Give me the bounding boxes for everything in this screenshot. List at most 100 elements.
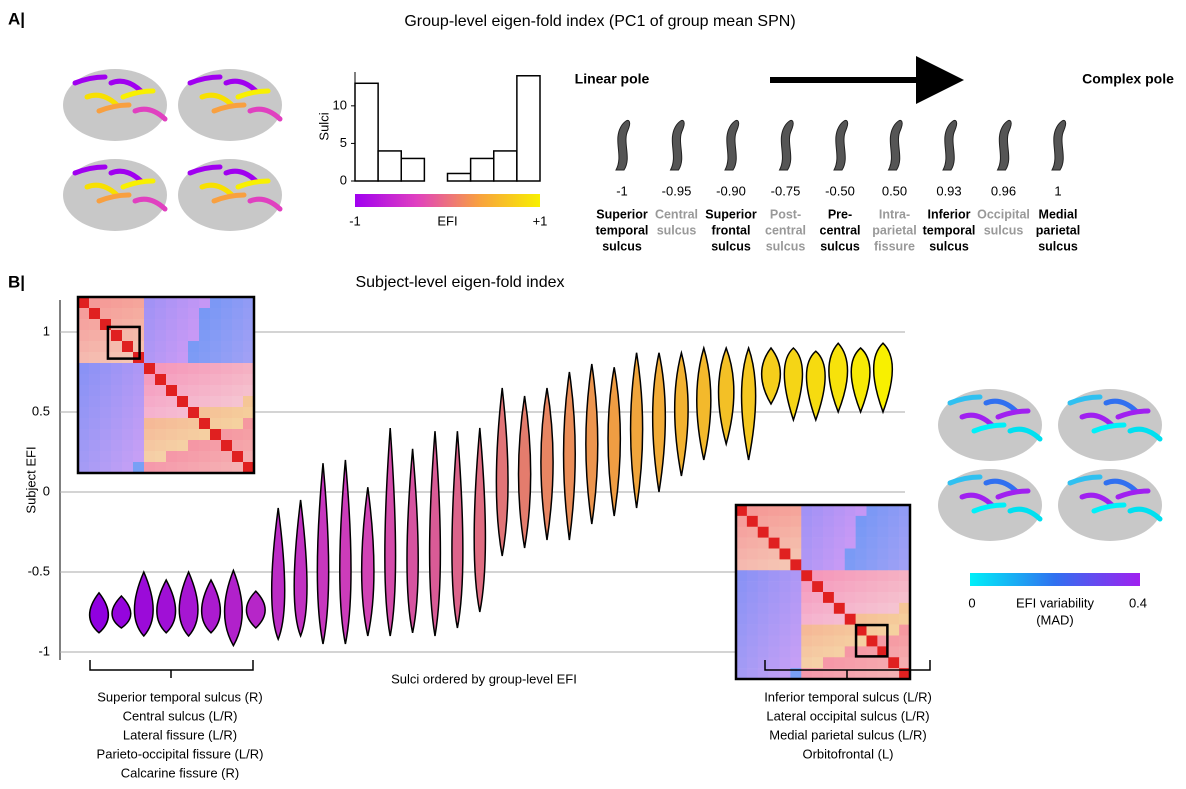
heatmap-cell bbox=[888, 549, 899, 560]
heatmap-cell bbox=[199, 352, 210, 363]
heatmap-cell bbox=[155, 429, 166, 440]
heatmap-cell bbox=[823, 636, 834, 647]
heatmap-cell bbox=[899, 625, 910, 636]
sulcus-name: fissure bbox=[874, 239, 915, 253]
heatmap-cell bbox=[122, 462, 133, 473]
heatmap-cell bbox=[144, 396, 155, 407]
heatmap-cell bbox=[845, 527, 856, 538]
heatmap-cell bbox=[111, 297, 122, 308]
heatmap-cell bbox=[899, 570, 910, 581]
heatmap-cell bbox=[856, 592, 867, 603]
heatmap-cell bbox=[769, 646, 780, 657]
group-label: Superior temporal sulcus (R) bbox=[97, 689, 262, 704]
heatmap-cell bbox=[747, 636, 758, 647]
heatmap-cell bbox=[834, 592, 845, 603]
heatmap-cell bbox=[89, 319, 100, 330]
heatmap-cell bbox=[801, 646, 812, 657]
heatmap-cell bbox=[812, 527, 823, 538]
heatmap-cell bbox=[834, 636, 845, 647]
heatmap-cell bbox=[736, 603, 747, 614]
group-label: Calcarine fissure (R) bbox=[121, 765, 239, 780]
heatmap-cell bbox=[801, 505, 812, 516]
heatmap-cell bbox=[801, 614, 812, 625]
heatmap-cell bbox=[100, 308, 111, 319]
figure: A| B| Group-level eigen-fold index (PC1 … bbox=[0, 0, 1186, 784]
heatmap-cell bbox=[812, 549, 823, 560]
violin bbox=[452, 431, 463, 628]
heatmap-cell bbox=[780, 559, 791, 570]
heatmap-cell bbox=[867, 505, 878, 516]
heatmap-cell bbox=[867, 592, 878, 603]
heatmap-cell bbox=[823, 505, 834, 516]
heatmap-cell bbox=[122, 451, 133, 462]
heatmap-cell bbox=[823, 603, 834, 614]
heatmap-cell bbox=[790, 549, 801, 560]
heatmap-cell bbox=[747, 538, 758, 549]
group-label: Orbitofrontal (L) bbox=[802, 746, 893, 761]
sulcus-name: temporal bbox=[923, 223, 976, 237]
violin bbox=[742, 348, 756, 460]
sulcus-name: sulcus bbox=[602, 239, 642, 253]
heatmap-cell bbox=[888, 614, 899, 625]
heatmap-cell bbox=[812, 516, 823, 527]
heatmap-cell bbox=[122, 385, 133, 396]
heatmap-cell bbox=[780, 505, 791, 516]
heatmap-cell bbox=[122, 374, 133, 385]
sulcus-name: Intra- bbox=[879, 207, 910, 221]
heatmap-cell bbox=[232, 330, 243, 341]
heatmap-cell bbox=[747, 646, 758, 657]
heatmap-cell bbox=[210, 429, 221, 440]
colorbar-tick: 0.4 bbox=[1129, 595, 1147, 610]
heatmap-cell bbox=[812, 505, 823, 516]
heatmap-cell bbox=[867, 538, 878, 549]
heatmap-cell bbox=[89, 396, 100, 407]
heatmap-cell bbox=[221, 396, 232, 407]
heatmap-cell bbox=[243, 330, 254, 341]
heatmap-cell bbox=[243, 385, 254, 396]
heatmap-cell bbox=[780, 516, 791, 527]
heatmap-cell bbox=[122, 297, 133, 308]
heatmap-cell bbox=[188, 440, 199, 451]
heatmap-cell bbox=[856, 549, 867, 560]
y-tick-label: 5 bbox=[340, 135, 347, 150]
heatmap-cell bbox=[221, 451, 232, 462]
heatmap-cell bbox=[100, 385, 111, 396]
heatmap-cell bbox=[899, 549, 910, 560]
heatmap-cell bbox=[210, 341, 221, 352]
heatmap-cell bbox=[845, 614, 856, 625]
heatmap-cell bbox=[221, 297, 232, 308]
heatmap-cell bbox=[111, 396, 122, 407]
heatmap-cell bbox=[823, 570, 834, 581]
heatmap-cell bbox=[177, 440, 188, 451]
heatmap-cell bbox=[100, 330, 111, 341]
heatmap-cell bbox=[89, 462, 100, 473]
heatmap-cell bbox=[100, 319, 111, 330]
bar bbox=[448, 173, 471, 181]
sulcus-shape bbox=[671, 120, 685, 170]
heatmap-cell bbox=[769, 516, 780, 527]
heatmap-cell bbox=[780, 538, 791, 549]
violin bbox=[541, 388, 553, 540]
heatmap-cell bbox=[867, 603, 878, 614]
heatmap-cell bbox=[155, 363, 166, 374]
heatmap-cell bbox=[877, 581, 888, 592]
heatmap-cell bbox=[736, 636, 747, 647]
heatmap-cell bbox=[199, 451, 210, 462]
heatmap-cell bbox=[221, 319, 232, 330]
brain-maps bbox=[63, 69, 282, 231]
heatmap-cell bbox=[801, 516, 812, 527]
heatmap-cell bbox=[166, 451, 177, 462]
heatmap-cell bbox=[188, 462, 199, 473]
colorbar-label: (MAD) bbox=[1036, 612, 1074, 627]
heatmap-cell bbox=[89, 297, 100, 308]
heatmap-cell bbox=[736, 559, 747, 570]
group-label: Inferior temporal sulcus (L/R) bbox=[764, 689, 932, 704]
heatmap-cell bbox=[144, 451, 155, 462]
heatmap-cell bbox=[747, 570, 758, 581]
heatmap-cell bbox=[823, 646, 834, 657]
heatmap-cell bbox=[221, 407, 232, 418]
heatmap-cell bbox=[232, 418, 243, 429]
sulcus-name: Superior bbox=[596, 207, 648, 221]
heatmap-cell bbox=[736, 516, 747, 527]
heatmap-cell bbox=[845, 559, 856, 570]
